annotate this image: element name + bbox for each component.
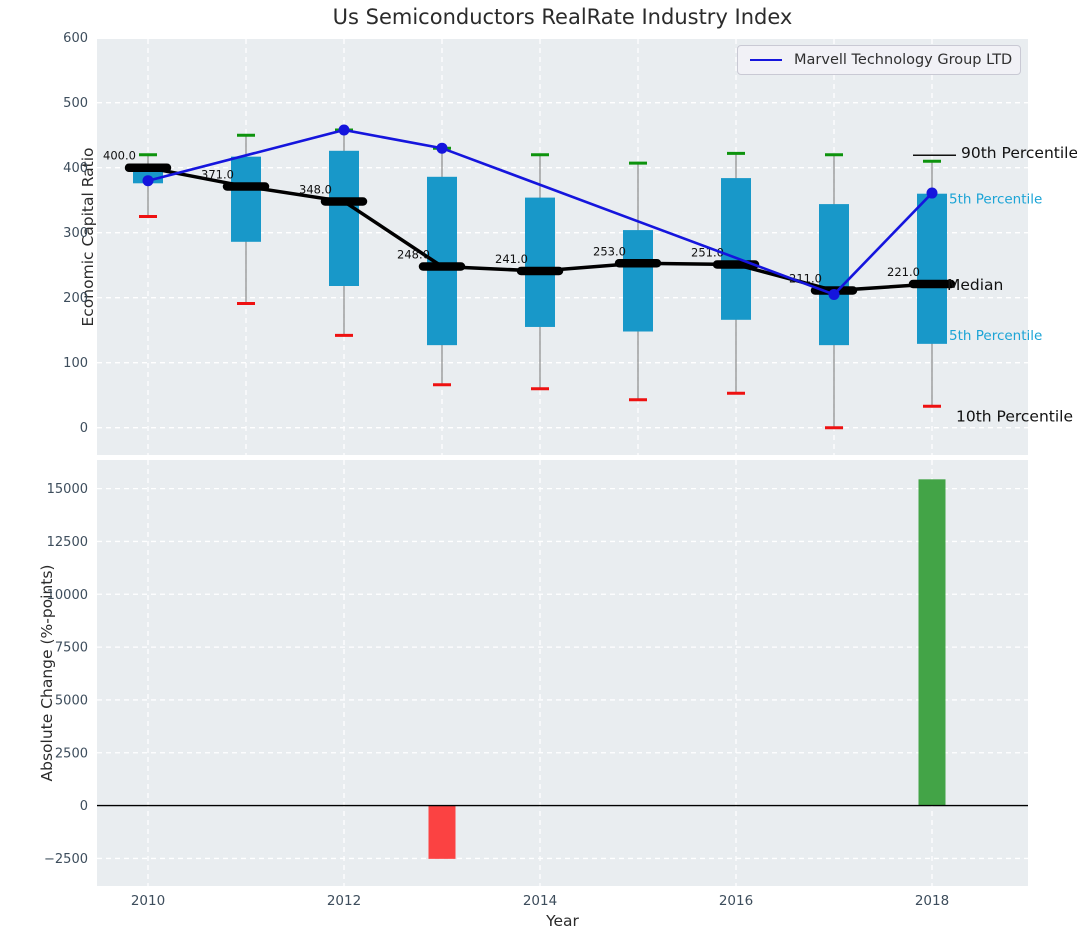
annotation-10th-percentile: 10th Percentile [956, 407, 1073, 425]
top-ytick-300: 300 [63, 226, 88, 241]
change-bar-2013 [428, 805, 456, 859]
bottom-ytick-5000: 5000 [55, 693, 88, 708]
top-plot-background [97, 39, 1028, 455]
median-value-label-2013: 248.0 [397, 248, 430, 262]
marvell-marker-2010 [142, 175, 154, 187]
marvell-marker-2013 [436, 142, 448, 154]
marvell-marker-2017 [828, 288, 840, 300]
iqr-box-2018 [917, 193, 947, 344]
legend-line-sample [750, 59, 782, 61]
marvell-marker-2012 [338, 124, 350, 136]
chart-title: Us Semiconductors RealRate Industry Inde… [332, 5, 793, 29]
top-ytick-400: 400 [63, 161, 88, 176]
bottom-ytick-15000: 15000 [47, 482, 88, 497]
iqr-box-2016 [721, 178, 751, 320]
xtick-2010: 2010 [131, 893, 165, 909]
xtick-2016: 2016 [719, 893, 753, 909]
top-ytick-200: 200 [63, 291, 88, 306]
marvell-marker-2018 [926, 187, 938, 199]
bottom-ytick--2500: −2500 [44, 852, 88, 867]
iqr-box-2015 [623, 230, 653, 332]
x-axis-label: Year [546, 912, 579, 930]
iqr-box-2012 [329, 150, 359, 286]
legend: Marvell Technology Group LTD [737, 45, 1021, 75]
xtick-2018: 2018 [915, 893, 949, 909]
change-bar-2018 [918, 479, 946, 806]
bottom-ytick-12500: 12500 [47, 535, 88, 550]
bottom-ytick-10000: 10000 [47, 588, 88, 603]
annotation-90th-percentile: 90th Percentile [961, 144, 1077, 162]
iqr-box-2017 [819, 204, 849, 346]
annotation-median: Median [947, 276, 1003, 294]
bottom-ytick-7500: 7500 [55, 641, 88, 656]
median-value-label-2018: 221.0 [887, 265, 920, 279]
top-ytick-0: 0 [80, 421, 88, 436]
annotation-75th-percentile: 5th Percentile [949, 192, 1042, 208]
top-ytick-100: 100 [63, 356, 88, 371]
bottom-ytick-0: 0 [80, 799, 88, 814]
bottom-ytick-2500: 2500 [55, 746, 88, 761]
xtick-2014: 2014 [523, 893, 557, 909]
iqr-box-2014 [525, 197, 555, 327]
annotation-25th-percentile: 5th Percentile [949, 328, 1042, 344]
median-value-label-2011: 371.0 [201, 168, 234, 182]
iqr-box-2011 [231, 156, 261, 242]
median-value-label-2010: 400.0 [103, 149, 136, 163]
median-value-label-2015: 253.0 [593, 244, 626, 258]
legend-series-label: Marvell Technology Group LTD [794, 52, 1013, 68]
bottom-plot-background [97, 460, 1028, 886]
top-ytick-600: 600 [63, 31, 88, 46]
median-value-label-2012: 348.0 [299, 183, 332, 197]
top-ytick-500: 500 [63, 96, 88, 111]
median-value-label-2014: 241.0 [495, 252, 528, 266]
xtick-2012: 2012 [327, 893, 361, 909]
